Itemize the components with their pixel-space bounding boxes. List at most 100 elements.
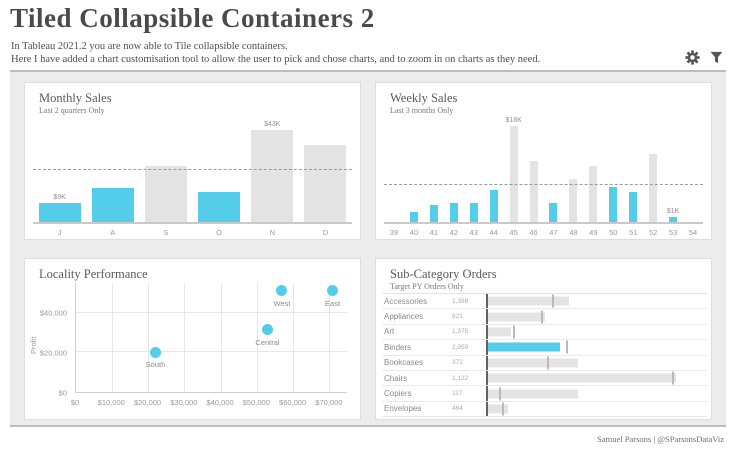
row-target-tick-copiers: [498, 387, 501, 401]
row-orders-value-envelopes: 464: [452, 405, 463, 413]
scatter-point-south[interactable]: [149, 346, 161, 358]
bar-44[interactable]: [489, 190, 498, 222]
bar-45[interactable]: [509, 126, 518, 222]
row-orders-value-chairs: 1,122: [452, 374, 469, 382]
bar-N[interactable]: [251, 129, 294, 222]
table-row-chairs: Chairs 1,122: [382, 370, 707, 387]
bar-slot-O: [193, 121, 246, 222]
x-tick-46: 46: [529, 228, 538, 237]
x-tick-54: 54: [688, 228, 698, 237]
gridline-y-40000: [76, 311, 347, 313]
average-reference-line: [384, 184, 703, 186]
x-tick-label-20000: $20,000: [133, 398, 162, 407]
x-tick-label-10000: $10,000: [97, 398, 125, 407]
bar-42[interactable]: [449, 203, 458, 222]
bar-value-label-53: $1K: [666, 207, 680, 215]
row-label-copiers: Copiers: [384, 389, 412, 399]
row-label-accessories: Accessories: [384, 296, 428, 306]
bar-53[interactable]: [669, 216, 678, 222]
x-tick-49: 49: [589, 228, 598, 237]
bar-J[interactable]: [38, 202, 81, 222]
y-tick-label-40000: $40,000: [39, 308, 67, 318]
bar-slot-52: [643, 121, 663, 222]
row-bar-chairs[interactable]: [488, 373, 677, 383]
weekly-sales-subtitle: Last 3 months Only: [390, 106, 454, 115]
row-bar-bookcases[interactable]: [488, 358, 578, 368]
bar-52[interactable]: [649, 153, 658, 222]
y-tick-label-20000: $20,000: [39, 348, 67, 358]
monthly-sales-plot: $9K $43K: [33, 121, 352, 224]
sub-category-rows: Accessories 1,398 Appliances 821 Art 1,375 Bin…: [382, 293, 707, 418]
bar-A[interactable]: [91, 187, 134, 222]
row-target-tick-art: [513, 325, 516, 339]
x-tick-45: 45: [509, 228, 518, 237]
row-bar-area-chairs: [486, 370, 707, 386]
row-orders-value-copiers: 117: [452, 390, 463, 398]
filter-funnel-icon[interactable]: [709, 50, 724, 65]
table-row-envelopes: Envelopes 464: [382, 401, 707, 418]
settings-gear-icon[interactable]: [685, 50, 700, 65]
row-target-tick-chairs: [671, 371, 674, 385]
row-bar-copiers[interactable]: [488, 389, 578, 399]
bar-41[interactable]: [429, 205, 438, 222]
x-tick-44: 44: [489, 228, 498, 237]
scatter-point-west[interactable]: [276, 285, 288, 297]
row-bar-area-binders: [486, 340, 707, 355]
row-orders-value-binders: 2,959: [452, 343, 469, 351]
table-row-art: Art 1,375: [382, 324, 707, 341]
row-bar-accessories[interactable]: [488, 296, 570, 306]
bar-49[interactable]: [589, 166, 598, 222]
table-row-accessories: Accessories 1,398: [382, 294, 707, 310]
bar-50[interactable]: [609, 187, 618, 222]
gridline-x-40000: [220, 283, 222, 392]
x-tick-label-50000: $50,000: [242, 398, 270, 407]
monthly-sales-subtitle: Last 2 quarters Only: [39, 106, 105, 115]
x-tick-47: 47: [549, 228, 558, 237]
bar-S[interactable]: [144, 166, 187, 222]
bar-D[interactable]: [304, 144, 347, 222]
bar-47[interactable]: [549, 202, 558, 222]
x-tick-52: 52: [648, 228, 658, 237]
row-bar-appliances[interactable]: [488, 312, 545, 322]
x-tick-N: N: [269, 228, 275, 237]
header-divider: [10, 70, 726, 72]
row-orders-value-art: 1,375: [452, 328, 469, 336]
gridline-x-30000: [184, 283, 186, 392]
row-bar-area-copiers: [486, 386, 707, 401]
x-tick-41: 41: [429, 228, 439, 237]
row-bar-art[interactable]: [488, 327, 511, 337]
bar-slot-41: [424, 121, 444, 222]
scatter-point-central[interactable]: [262, 324, 273, 336]
x-tick-50: 50: [609, 228, 618, 237]
bar-slot-48: [563, 121, 583, 222]
row-bar-binders[interactable]: [488, 342, 561, 352]
bar-slot-D: [299, 121, 352, 222]
bar-slot-46: [524, 121, 544, 222]
bar-value-label-N: $43K: [264, 120, 281, 128]
bar-48[interactable]: [569, 179, 578, 222]
gridline-x-50000: [256, 283, 258, 392]
scatter-point-east[interactable]: [327, 285, 339, 297]
bar-slot-43: [464, 121, 484, 222]
average-reference-line: [33, 169, 352, 171]
bar-slot-54: [683, 121, 703, 222]
bar-40[interactable]: [409, 212, 418, 222]
bar-O[interactable]: [198, 191, 241, 222]
x-tick-51: 51: [629, 228, 638, 237]
bar-value-label-45: $18K: [505, 117, 522, 125]
dashboard-area: Monthly Sales Last 2 quarters Only $9K $4…: [10, 72, 726, 427]
bar-slot-A: [86, 121, 139, 222]
x-tick-D: D: [322, 228, 329, 237]
panel-sub-category-orders: Sub-Category Orders Target PY Orders Onl…: [375, 258, 712, 420]
bar-slot-J: $9K: [33, 121, 86, 222]
x-tick-S: S: [163, 228, 169, 237]
bar-46[interactable]: [529, 161, 538, 222]
locality-scatter-plot: South Central West East: [75, 283, 347, 393]
bar-51[interactable]: [629, 192, 638, 222]
bar-43[interactable]: [469, 203, 478, 222]
x-tick-53: 53: [668, 228, 678, 237]
bar-value-label-J: $9K: [53, 193, 66, 201]
bar-slot-50: [603, 121, 623, 222]
row-bar-envelopes[interactable]: [488, 404, 508, 414]
